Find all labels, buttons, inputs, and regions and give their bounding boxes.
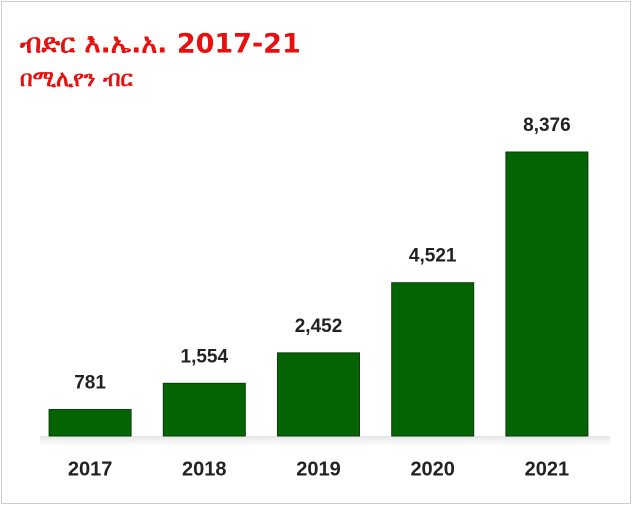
bar [391,282,475,437]
x-tick-label: 2018 [182,458,227,480]
value-label: 2,452 [295,316,343,337]
chart-subtitle: በሚሊየን ብር [20,67,134,92]
chart-title: ብድር እ.ኤ.አ. 2017-21 [19,29,301,60]
x-tick-label: 2017 [68,458,113,480]
value-label: 8,376 [523,115,571,136]
bar [48,409,132,437]
bar [277,352,360,437]
value-label: 4,521 [409,246,457,267]
x-tick-label: 2020 [410,458,455,480]
floor-shadow [40,436,610,450]
x-tick-label: 2019 [296,458,341,480]
value-label: 781 [74,373,106,394]
value-label: 1,554 [181,346,229,367]
x-tick-label: 2021 [525,458,570,480]
bar [162,382,246,437]
bar [505,151,589,437]
